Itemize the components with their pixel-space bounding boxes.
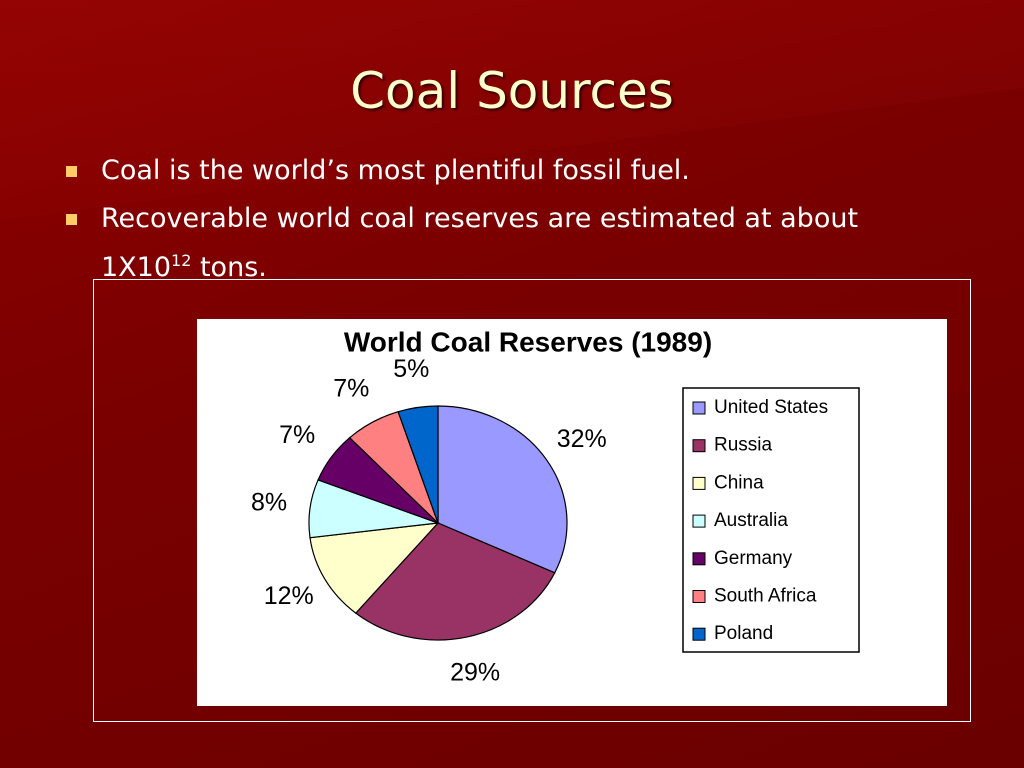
legend-swatch [692, 439, 706, 453]
data-label: 12% [264, 582, 314, 610]
data-label: 8% [251, 488, 287, 516]
data-label: 5% [393, 355, 429, 383]
legend-label: Russia [714, 435, 773, 456]
legend-swatch [692, 476, 706, 490]
pie-slice [397, 405, 439, 524]
legend-label: Australia [714, 510, 788, 531]
chart-frame [93, 279, 971, 722]
pie-slice [437, 405, 568, 574]
bullet-text: Coal is the world’s most plentiful fossi… [101, 155, 690, 186]
data-label: 7% [279, 421, 315, 449]
chart-title: World Coal Reserves (1989) [344, 326, 712, 357]
legend-swatch [692, 552, 706, 566]
bullet-marker [66, 214, 77, 225]
slide-title: Coal Sources [350, 62, 674, 120]
pie-slice [309, 522, 440, 614]
legend [682, 387, 860, 653]
legend-swatch [692, 514, 706, 528]
chart: World Coal Reserves (1989) 32% United Sta… [197, 319, 947, 706]
bullet-marker [66, 166, 77, 177]
legend-label: China [714, 472, 764, 493]
legend-label: Germany [714, 548, 793, 569]
legend-swatch [692, 590, 706, 603]
superscript: 12 [171, 251, 192, 270]
legend-swatch [692, 627, 706, 641]
pie-slice [354, 522, 556, 641]
bullet-text: Recoverable world coal reserves are esti… [101, 198, 861, 289]
legend-label: United States [714, 397, 828, 418]
legend-label: South Africa [714, 586, 817, 607]
data-label: 32% [557, 425, 607, 453]
data-label: 7% [333, 375, 369, 403]
bullet-text: Recoverable world coal reserves are esti… [101, 203, 859, 283]
data-label: 29% [450, 658, 500, 686]
legend-label: Poland [714, 623, 773, 644]
bullet-text: tons. [191, 252, 267, 283]
legend-swatch [692, 401, 706, 415]
